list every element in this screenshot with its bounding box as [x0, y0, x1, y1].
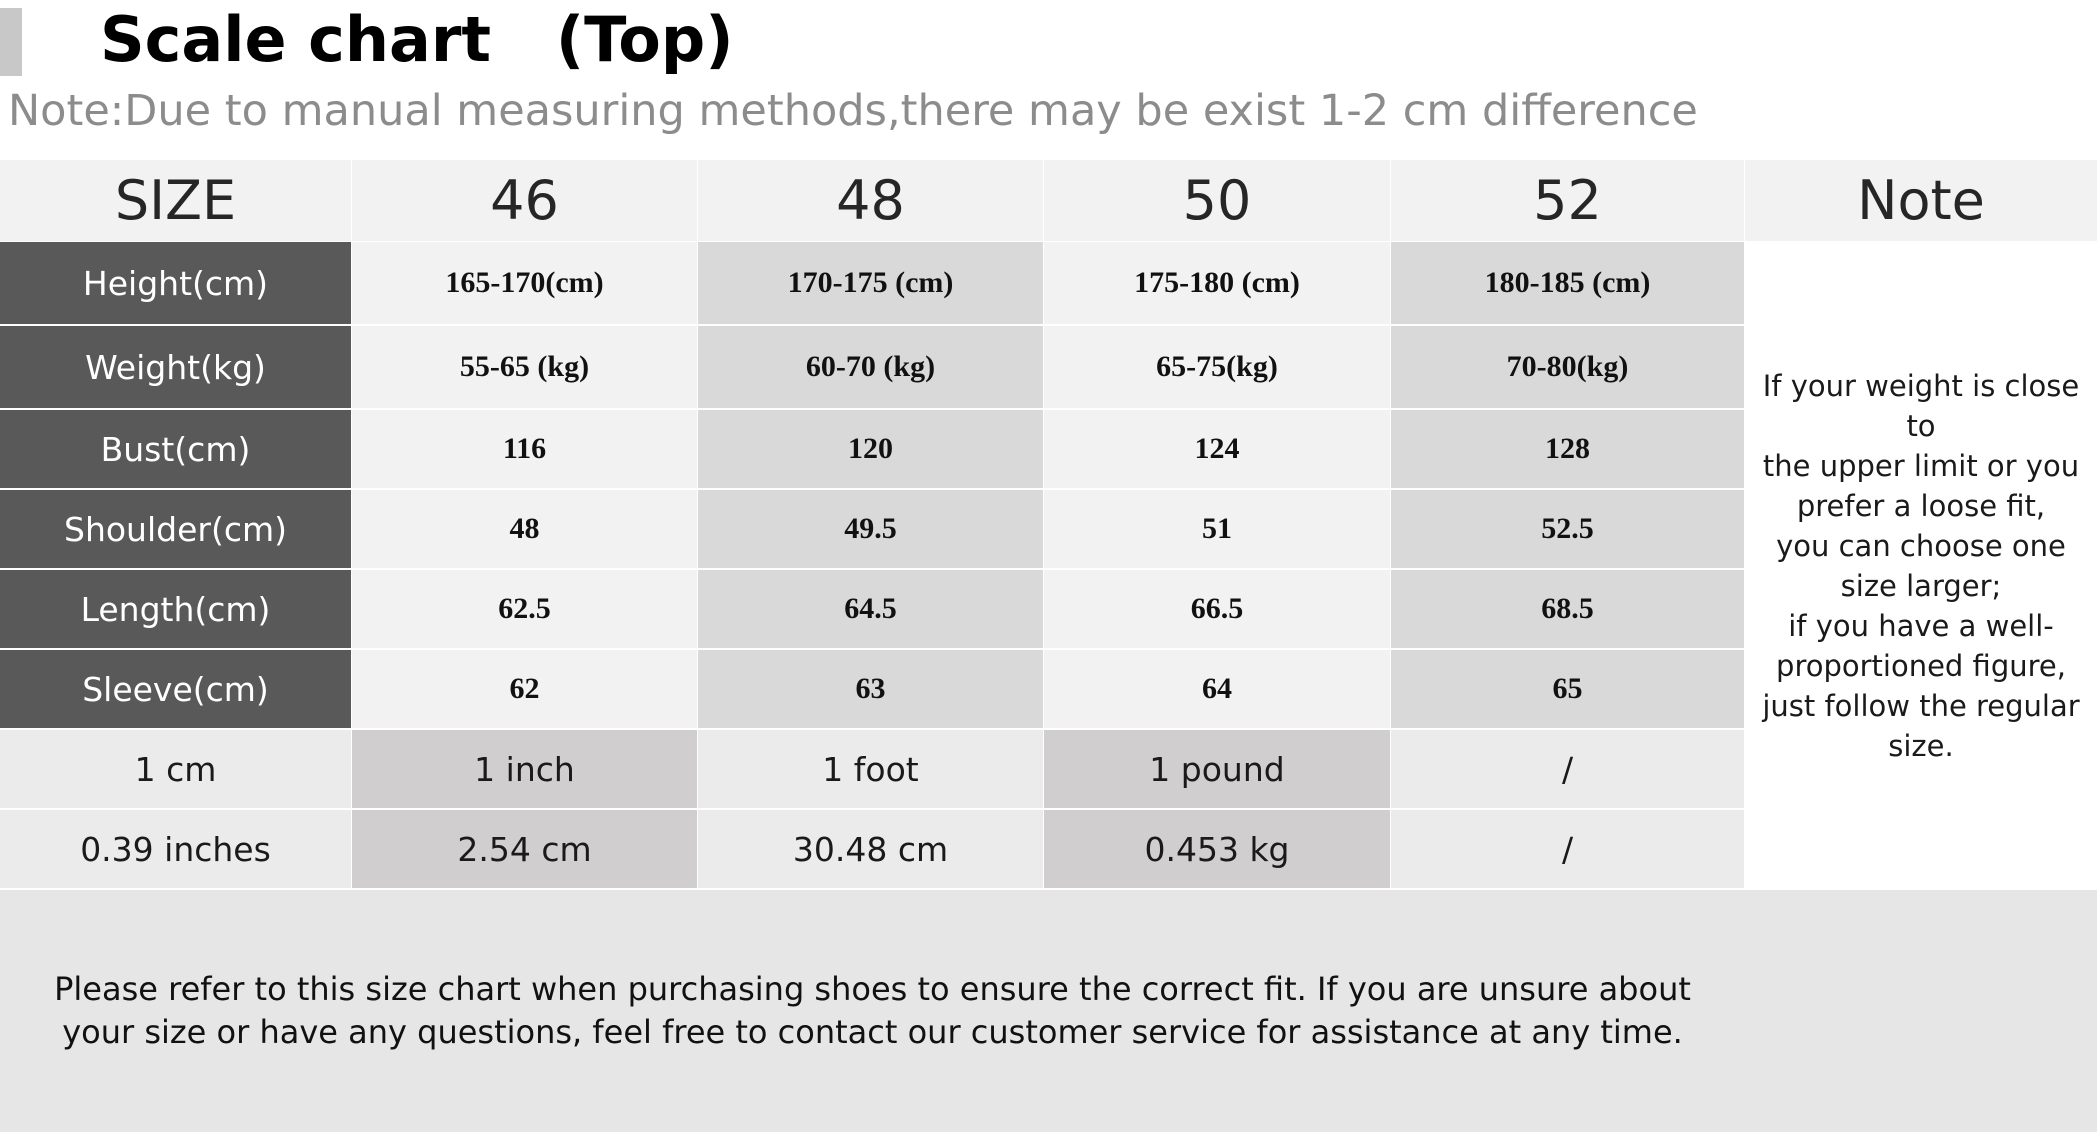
- table-cell: 55-65 (kg): [352, 326, 697, 408]
- footer-text: Please refer to this size chart when pur…: [54, 970, 1691, 1051]
- table-cell: 165-170(cm): [352, 242, 697, 324]
- table-cell: 49.5: [698, 490, 1043, 568]
- row-label-shoulder: Shoulder(cm): [0, 490, 351, 568]
- size-header-cell: SIZE: [0, 160, 351, 241]
- table-cell: 52.5: [1391, 490, 1744, 568]
- conversion-cell: 0.39 inches: [0, 810, 351, 888]
- conversion-cell: /: [1391, 730, 1744, 808]
- table-cell: 170-175 (cm): [698, 242, 1043, 324]
- conversion-cell: 2.54 cm: [352, 810, 697, 888]
- table-cell: 62: [352, 650, 697, 728]
- table-cell: 51: [1044, 490, 1390, 568]
- table-cell: 68.5: [1391, 570, 1744, 648]
- conversion-cell: 1 foot: [698, 730, 1043, 808]
- measurement-note: Note:Due to manual measuring methods,the…: [8, 86, 1698, 136]
- table-cell: 63: [698, 650, 1043, 728]
- conversion-cell: 1 pound: [1044, 730, 1390, 808]
- table-cell: 128: [1391, 410, 1744, 488]
- table-cell: 60-70 (kg): [698, 326, 1043, 408]
- page-title: Scale chart (Top): [100, 3, 734, 76]
- conversion-cell: 0.453 kg: [1044, 810, 1390, 888]
- row-label-sleeve: Sleeve(cm): [0, 650, 351, 728]
- size-46-header: 46: [352, 160, 697, 241]
- note-header-cell: Note: [1745, 160, 2097, 241]
- table-cell: 175-180 (cm): [1044, 242, 1390, 324]
- row-label-bust: Bust(cm): [0, 410, 351, 488]
- conversion-cell: /: [1391, 810, 1744, 888]
- conversion-cell: 1 cm: [0, 730, 351, 808]
- table-cell: 64: [1044, 650, 1390, 728]
- size-50-header: 50: [1044, 160, 1390, 241]
- size-48-header: 48: [698, 160, 1043, 241]
- table-cell: 64.5: [698, 570, 1043, 648]
- table-cell: 62.5: [352, 570, 697, 648]
- conversion-cell: 30.48 cm: [698, 810, 1043, 888]
- row-label-weight: Weight(kg): [0, 326, 351, 408]
- row-label-length: Length(cm): [0, 570, 351, 648]
- table-cell: 48: [352, 490, 697, 568]
- table-cell: 65: [1391, 650, 1744, 728]
- table-cell: 124: [1044, 410, 1390, 488]
- conversion-cell: 1 inch: [352, 730, 697, 808]
- title-accent-bar: [0, 8, 22, 76]
- table-cell: 65-75(kg): [1044, 326, 1390, 408]
- table-cell: 120: [698, 410, 1043, 488]
- table-cell: 116: [352, 410, 697, 488]
- row-label-height: Height(cm): [0, 242, 351, 324]
- footer-panel: Please refer to this size chart when pur…: [0, 890, 2097, 1132]
- table-cell: 66.5: [1044, 570, 1390, 648]
- size-52-header: 52: [1391, 160, 1744, 241]
- fit-advice-note: If your weight is close to the upper lim…: [1745, 242, 2097, 889]
- table-cell: 180-185 (cm): [1391, 242, 1744, 324]
- size-chart: SIZE 46 48 50 52 Note Height(cm) 165-170…: [0, 160, 2097, 1132]
- table-cell: 70-80(kg): [1391, 326, 1744, 408]
